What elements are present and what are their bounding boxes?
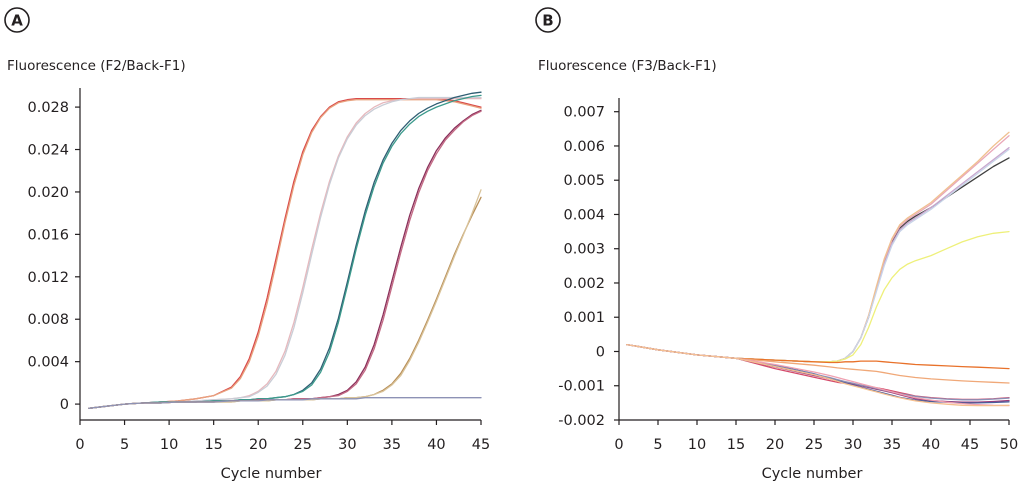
panel-a-x-axis-label: Cycle number bbox=[221, 466, 322, 482]
panel-a-x-tick-label: 15 bbox=[204, 437, 222, 453]
panel-a-x-tick-label: 25 bbox=[294, 437, 312, 453]
panel-b-x-tick-label: 20 bbox=[766, 437, 784, 453]
panel-b-y-tick-label: 0.001 bbox=[563, 310, 605, 326]
panel-a-series-line-6 bbox=[88, 94, 482, 409]
panel-a-x-tick-label: 35 bbox=[383, 437, 401, 453]
panel-b-badge-label: B bbox=[542, 12, 553, 30]
panel-a-y-tick-label: 0 bbox=[60, 397, 69, 413]
panel-b-series-line-6 bbox=[626, 230, 1010, 363]
panel-a-x-tick-label: 10 bbox=[160, 437, 178, 453]
panel-a-badge: A bbox=[4, 7, 30, 33]
panel-b-series-line-5 bbox=[626, 148, 1010, 363]
panel-b-x-tick-label: 45 bbox=[961, 437, 979, 453]
panel-a-series-line-1 bbox=[88, 97, 482, 409]
panel-a-series-line-4 bbox=[88, 96, 482, 409]
panel-b-x-tick-label: 25 bbox=[805, 437, 823, 453]
panel-a-y-tick-label: 0.004 bbox=[27, 355, 69, 371]
panel-b: B Fluorescence (F3/Back-F1) Cycle number… bbox=[535, 7, 1018, 482]
panel-a-x-tick-label: 5 bbox=[120, 437, 129, 453]
panel-b-x-tick-label: 15 bbox=[727, 437, 745, 453]
panel-b-y-tick-label: 0.006 bbox=[563, 139, 605, 155]
panel-b-x-tick-label: 5 bbox=[653, 437, 662, 453]
panel-a-x-tick-label: 30 bbox=[338, 437, 356, 453]
panel-a-y-tick-label: 0.016 bbox=[27, 227, 69, 243]
panel-a-x-tick-label: 20 bbox=[249, 437, 267, 453]
panel-b-series-line-3 bbox=[626, 147, 1010, 363]
panel-b-x-tick-label: 35 bbox=[883, 437, 901, 453]
panel-a-series-line-2 bbox=[88, 99, 482, 409]
panel-a-y-tick-label: 0.012 bbox=[27, 270, 69, 286]
panel-b-badge: B bbox=[535, 7, 561, 33]
panel-b-series-line-1 bbox=[626, 157, 1010, 363]
panel-b-series-line-8 bbox=[626, 343, 1010, 384]
panel-b-series-line-14 bbox=[626, 343, 1010, 407]
panel-a-y-tick-label: 0.028 bbox=[27, 100, 69, 116]
panel-b-x-tick-label: 30 bbox=[844, 437, 862, 453]
panel-a-series-line-5 bbox=[88, 91, 482, 409]
panel-a-badge-label: A bbox=[11, 12, 23, 30]
panel-b-y-tick-label: -0.001 bbox=[558, 379, 605, 395]
panel-b-plot-area: -0.002 -0.001 0 0.001 0.002 0.003 0.004 0.005 0.… bbox=[558, 98, 1018, 453]
panel-a-plot-area: 0 0.004 0.008 0.012 0.016 0.020 0.024 0.028 0 5 10… bbox=[27, 88, 490, 453]
panel-b-y-tick-label: 0.002 bbox=[563, 276, 605, 292]
panel-b-x-tick-label: 50 bbox=[1000, 437, 1018, 453]
panel-b-x-tick-label: 0 bbox=[614, 437, 623, 453]
panel-a-series-line-3 bbox=[88, 97, 482, 409]
panel-a-series-line-7 bbox=[88, 109, 482, 409]
panel-b-x-axis-label: Cycle number bbox=[762, 466, 863, 482]
panel-b-y-tick-label: 0.005 bbox=[563, 173, 605, 189]
panel-a: A Fluorescence (F2/Back-F1) Cycle number… bbox=[4, 7, 490, 482]
panel-b-y-axis-label: Fluorescence (F3/Back-F1) bbox=[538, 58, 717, 74]
panel-a-series-line-8 bbox=[88, 110, 482, 409]
panel-a-y-axis-label: Fluorescence (F2/Back-F1) bbox=[7, 58, 186, 74]
panel-a-y-tick-label: 0.024 bbox=[27, 143, 69, 159]
panel-a-series-line-9 bbox=[88, 196, 482, 409]
panel-b-y-tick-label: -0.002 bbox=[558, 413, 605, 429]
panel-a-x-tick-label: 40 bbox=[427, 437, 445, 453]
panel-b-series-line-2 bbox=[626, 135, 1010, 363]
panel-a-badge-circle bbox=[4, 7, 30, 33]
panel-a-series-line-11 bbox=[88, 397, 482, 409]
panel-b-y-tick-label: 0.003 bbox=[563, 242, 605, 258]
panel-a-x-tick-label: 45 bbox=[472, 437, 490, 453]
panel-a-x-tick-label: 0 bbox=[75, 437, 84, 453]
panel-b-y-tick-label: 0 bbox=[596, 344, 605, 360]
panel-b-y-tick-label: 0.007 bbox=[563, 105, 605, 121]
panel-b-badge-circle bbox=[535, 7, 561, 33]
panel-b-series-line-7 bbox=[626, 343, 1010, 370]
panel-a-y-tick-label: 0.020 bbox=[27, 185, 69, 201]
panel-b-series-line-13 bbox=[626, 343, 1010, 407]
panel-a-y-tick-label: 0.008 bbox=[27, 312, 69, 328]
panel-b-y-tick-label: 0.004 bbox=[563, 207, 605, 223]
panel-b-x-tick-label: 40 bbox=[922, 437, 940, 453]
panel-b-x-tick-label: 10 bbox=[688, 437, 706, 453]
